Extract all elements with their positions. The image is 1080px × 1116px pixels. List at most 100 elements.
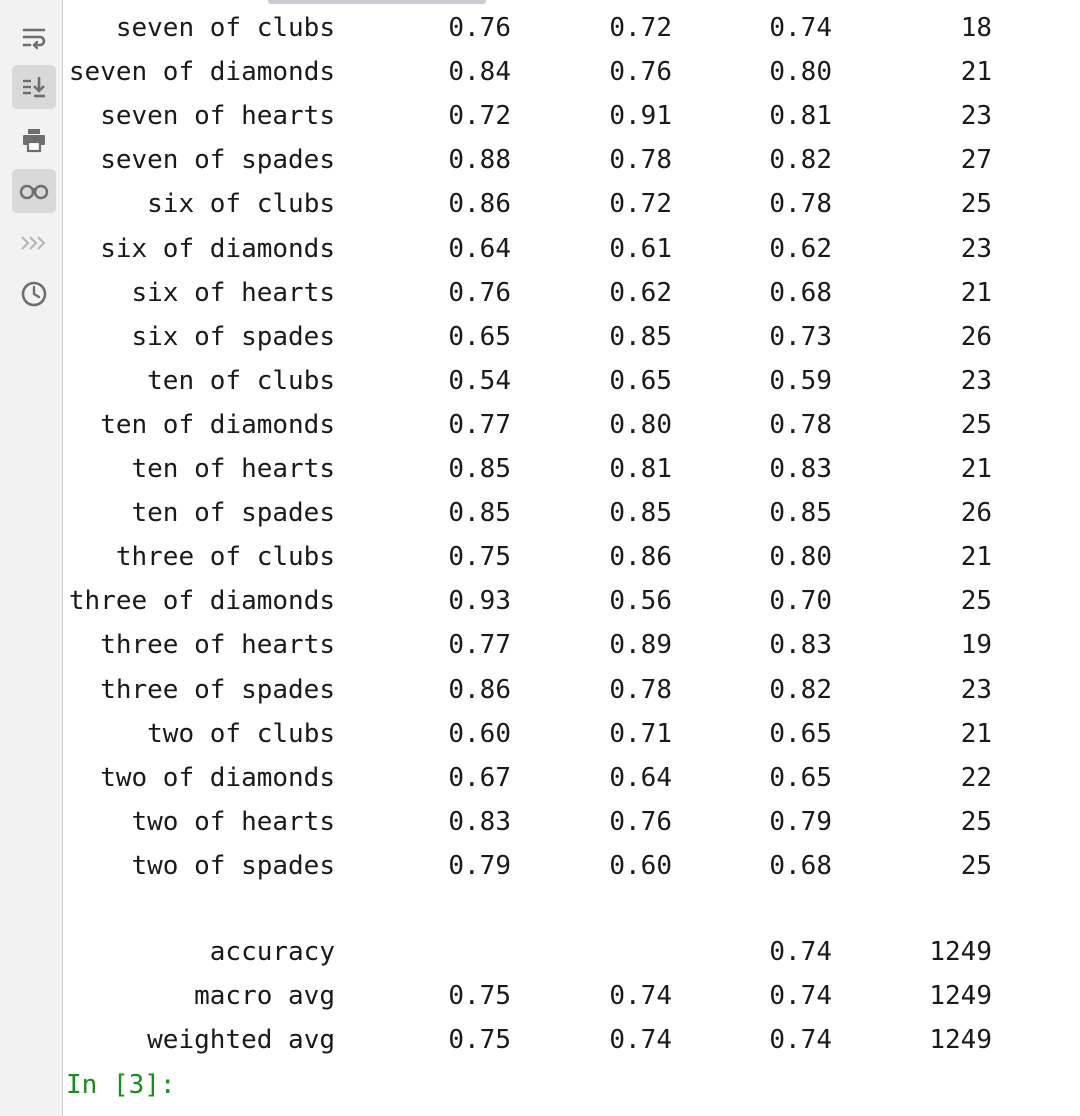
precision-value: 0.86 — [448, 674, 511, 705]
f1-value: 0.68 — [769, 277, 832, 308]
support-value: 26 — [960, 498, 992, 529]
f1-value: 0.79 — [769, 806, 832, 837]
row-label: six of diamonds — [100, 233, 335, 264]
view-mode-button[interactable] — [12, 169, 56, 213]
precision-value: 0.75 — [448, 542, 511, 573]
support-value: 21 — [960, 277, 992, 308]
history-clock-icon — [21, 281, 47, 307]
recall-value: 0.71 — [609, 718, 672, 749]
f1-value: 0.68 — [769, 850, 832, 881]
precision-value: 0.85 — [448, 498, 511, 529]
report-row: six of clubs 0.86 0.72 0.78 25 — [64, 182, 1080, 226]
precision-value: 0.75 — [448, 981, 511, 1011]
soft-wrap-button[interactable] — [12, 16, 56, 60]
macro-avg-row: macro avg 0.75 0.74 0.74 1249 — [64, 974, 1080, 1018]
report-row: ten of diamonds 0.77 0.80 0.78 25 — [64, 403, 1080, 447]
soft-wrap-icon — [22, 28, 46, 50]
recall-value: 0.85 — [609, 498, 672, 529]
f1-value: 0.83 — [769, 454, 832, 484]
recall-value: 0.72 — [609, 13, 672, 43]
precision-value: 0.67 — [448, 762, 511, 793]
recall-value: 0.62 — [609, 277, 672, 308]
f1-value: 0.59 — [769, 365, 832, 396]
support-value: 21 — [960, 57, 992, 88]
f1-value: 0.82 — [769, 145, 832, 176]
row-label: two of hearts — [131, 806, 336, 837]
accuracy-row: accuracy 0.74 1249 — [64, 930, 1080, 974]
report-row: three of hearts 0.77 0.89 0.83 19 — [64, 623, 1080, 667]
report-row: three of spades 0.86 0.78 0.82 23 — [64, 668, 1080, 712]
f1-value: 0.80 — [769, 542, 832, 573]
f1-value: 0.65 — [769, 762, 832, 793]
row-label: three of clubs — [115, 542, 335, 573]
row-label: six of clubs — [147, 189, 335, 220]
row-label: ten of spades — [131, 498, 336, 529]
support-value: 23 — [960, 674, 992, 705]
report-row: seven of hearts 0.72 0.91 0.81 23 — [64, 94, 1080, 138]
row-label: seven of diamonds — [68, 57, 335, 88]
precision-value: 0.86 — [448, 189, 511, 220]
support-value: 18 — [960, 13, 992, 43]
recall-value: 0.76 — [609, 57, 672, 88]
report-row: two of spades 0.79 0.60 0.68 25 — [64, 844, 1080, 888]
precision-value: 0.75 — [448, 1025, 511, 1055]
f1-value: 0.74 — [769, 981, 832, 1011]
row-label: ten of clubs — [147, 365, 335, 396]
row-label: macro avg — [194, 981, 335, 1011]
row-label: two of diamonds — [100, 762, 335, 793]
report-row: six of hearts 0.76 0.62 0.68 21 — [64, 271, 1080, 315]
row-label: seven of hearts — [100, 101, 335, 132]
recall-value: 0.86 — [609, 542, 672, 573]
support-value: 1249 — [929, 981, 992, 1011]
support-value: 1249 — [929, 1025, 992, 1055]
classification-report: seven of clubs 0.76 0.72 0.74 18 seven of dia… — [64, 0, 1080, 1116]
row-label: weighted avg — [147, 1025, 335, 1055]
report-row: ten of spades 0.85 0.85 0.85 26 — [64, 491, 1080, 535]
support-value: 23 — [960, 101, 992, 132]
report-row: six of spades 0.65 0.85 0.73 26 — [64, 315, 1080, 359]
report-row: seven of clubs 0.76 0.72 0.74 18 — [64, 6, 1080, 50]
recall-value: 0.85 — [609, 321, 672, 352]
horizontal-scrollbar-thumb[interactable] — [268, 0, 486, 4]
print-button[interactable] — [12, 118, 56, 162]
precision-value: 0.85 — [448, 454, 511, 484]
support-value: 22 — [960, 762, 992, 793]
precision-value: 0.76 — [448, 277, 511, 308]
precision-value: 0.64 — [448, 233, 511, 264]
row-label: seven of spades — [100, 145, 335, 176]
f1-value: 0.81 — [769, 101, 832, 132]
report-row: ten of clubs 0.54 0.65 0.59 23 — [64, 359, 1080, 403]
f1-value: 0.65 — [769, 718, 832, 749]
row-label: three of spades — [100, 674, 335, 705]
row-label: two of spades — [131, 850, 336, 881]
support-value: 27 — [960, 145, 992, 176]
f1-value: 0.74 — [769, 937, 832, 967]
row-label: accuracy — [209, 937, 335, 967]
precision-value: 0.77 — [448, 409, 511, 440]
recall-value: 0.89 — [609, 630, 672, 661]
support-value: 1249 — [929, 937, 992, 967]
expand-button[interactable] — [12, 221, 56, 265]
precision-value: 0.54 — [448, 365, 511, 396]
f1-value: 0.62 — [769, 233, 832, 264]
recall-value: 0.76 — [609, 806, 672, 837]
scroll-to-end-icon — [23, 77, 45, 98]
recall-value: 0.64 — [609, 762, 672, 793]
support-value: 19 — [960, 630, 992, 661]
support-value: 25 — [960, 586, 992, 617]
row-label: six of spades — [131, 321, 336, 352]
precision-value: 0.72 — [448, 101, 511, 132]
support-value: 23 — [960, 365, 992, 396]
f1-value: 0.70 — [769, 586, 832, 617]
scroll-to-end-button[interactable] — [12, 65, 56, 109]
f1-value: 0.82 — [769, 674, 832, 705]
precision-value: 0.79 — [448, 850, 511, 881]
report-row: two of hearts 0.83 0.76 0.79 25 — [64, 800, 1080, 844]
history-button[interactable] — [12, 272, 56, 316]
support-value: 25 — [960, 806, 992, 837]
f1-value: 0.85 — [769, 498, 832, 529]
report-row: ten of hearts 0.85 0.81 0.83 21 — [64, 447, 1080, 491]
report-row: two of diamonds 0.67 0.64 0.65 22 — [64, 756, 1080, 800]
input-prompt[interactable]: In [3]: — [66, 1070, 176, 1100]
row-label: three of hearts — [100, 630, 335, 661]
